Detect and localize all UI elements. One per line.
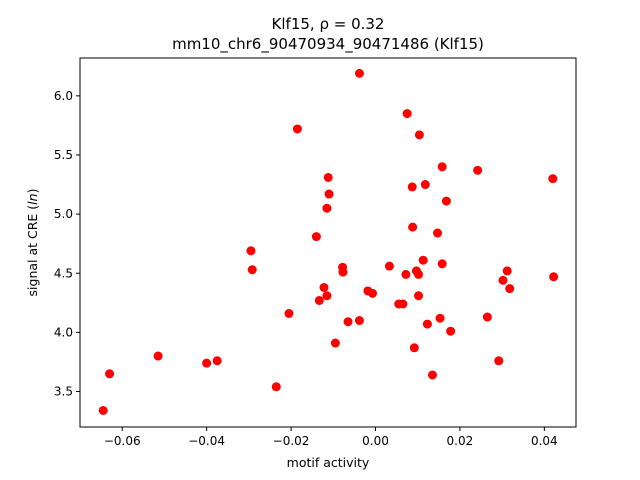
y-tick-label: 3.5 — [54, 385, 73, 399]
scatter-point — [548, 174, 558, 184]
scatter-point — [437, 162, 447, 172]
x-tick-label: −0.02 — [273, 434, 310, 448]
scatter-point — [437, 259, 447, 269]
scatter-point — [153, 351, 163, 361]
scatter-point — [398, 299, 408, 309]
data-points — [98, 68, 559, 415]
x-tick-label: 0.00 — [362, 434, 389, 448]
scatter-point — [498, 275, 508, 285]
x-tick-label: −0.06 — [104, 434, 141, 448]
y-tick-label: 5.5 — [54, 148, 73, 162]
scatter-point — [407, 182, 417, 192]
scatter-point — [414, 130, 424, 140]
scatter-point — [319, 282, 329, 292]
y-tick-label: 6.0 — [54, 89, 73, 103]
scatter-point — [502, 266, 512, 276]
scatter-point — [402, 109, 412, 119]
scatter-point — [311, 232, 321, 242]
y-axis-label: signal at CRE (ln) — [25, 189, 40, 297]
scatter-point — [409, 343, 419, 353]
y-axis-ticks: 3.5 4.0 4.5 5.0 5.5 6.0 — [54, 89, 80, 399]
scatter-point — [446, 326, 456, 336]
scatter-point — [414, 291, 424, 301]
scatter-point — [338, 267, 348, 277]
scatter-point — [384, 261, 394, 271]
scatter-point — [324, 189, 334, 199]
scatter-point — [322, 291, 332, 301]
scatter-point — [435, 313, 445, 323]
y-tick-label: 4.5 — [54, 266, 73, 280]
x-tick-label: 0.04 — [531, 434, 558, 448]
x-axis-ticks: −0.06 −0.04 −0.02 0.00 0.02 0.04 — [104, 427, 558, 448]
scatter-point — [284, 308, 294, 318]
y-tick-label: 5.0 — [54, 207, 73, 221]
x-tick-label: 0.02 — [447, 434, 474, 448]
scatter-point — [323, 172, 333, 182]
chart-title-line1: Klf15, ρ = 0.32 — [272, 15, 385, 33]
scatter-point — [433, 228, 443, 238]
y-tick-label: 4.0 — [54, 325, 73, 339]
scatter-point — [202, 358, 212, 368]
scatter-point — [247, 265, 257, 275]
scatter-point — [482, 312, 492, 322]
scatter-point — [343, 317, 353, 327]
scatter-point — [354, 316, 364, 326]
scatter-point — [271, 382, 281, 392]
plot-frame — [79, 57, 577, 428]
scatter-point — [418, 255, 428, 265]
scatter-point — [408, 222, 418, 232]
scatter-point — [414, 269, 424, 279]
scatter-point — [314, 295, 324, 305]
scatter-point — [441, 196, 451, 206]
scatter-point — [427, 370, 437, 380]
scatter-point — [105, 369, 115, 379]
scatter-point — [420, 180, 430, 190]
scatter-point — [322, 203, 332, 213]
chart-title-line2: mm10_chr6_90470934_90471486 (Klf15) — [172, 35, 484, 54]
scatter-point — [212, 356, 222, 366]
scatter-point — [246, 246, 256, 256]
y-axis-label-suffix: ) — [25, 189, 40, 194]
scatter-point — [473, 165, 483, 175]
scatter-point — [494, 356, 504, 366]
scatter-point — [549, 272, 559, 282]
scatter-point — [505, 284, 515, 294]
y-axis-label-prefix: signal at CRE ( — [25, 205, 40, 297]
x-tick-label: −0.04 — [188, 434, 225, 448]
x-axis-label: motif activity — [287, 455, 370, 470]
scatter-point — [98, 405, 108, 415]
y-axis-label-italic: ln — [25, 193, 40, 204]
scatter-point — [330, 338, 340, 348]
scatter-point — [368, 288, 378, 298]
scatter-point — [401, 269, 411, 279]
scatter-point — [292, 124, 302, 134]
scatter-point — [354, 68, 364, 78]
scatter-point — [422, 319, 432, 329]
